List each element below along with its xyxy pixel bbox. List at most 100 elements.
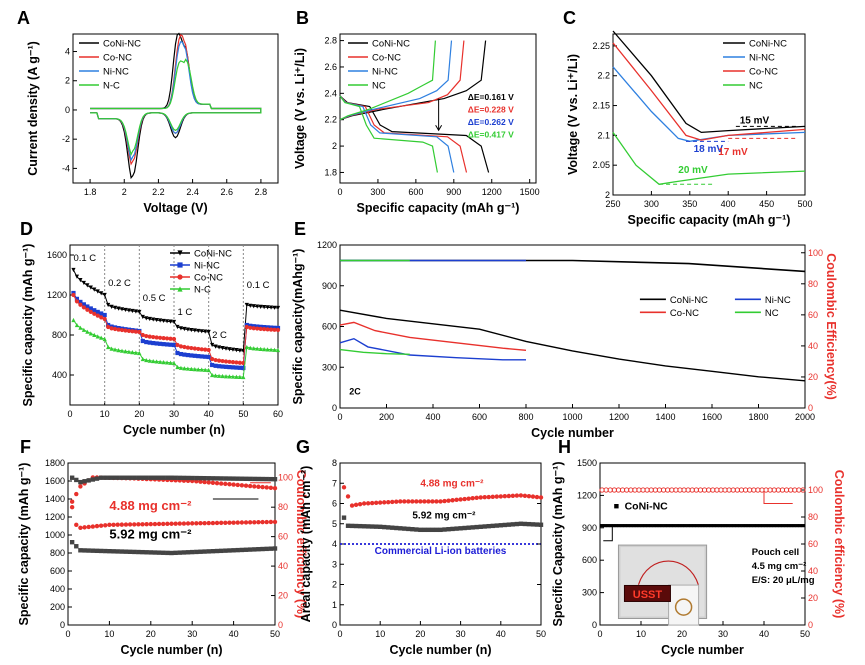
panel-label: G: [296, 437, 310, 457]
data-point: [140, 475, 145, 480]
data-point: [502, 494, 508, 499]
data-point: [390, 499, 395, 505]
data-point: [169, 521, 174, 526]
data-point: [735, 524, 739, 528]
capacity-line: [339, 321, 527, 351]
discharge-curve: [339, 95, 438, 173]
data-point: [74, 544, 79, 549]
data-point: [795, 524, 799, 528]
data-point: [235, 476, 240, 481]
data-point: [190, 521, 195, 526]
data-point: [235, 520, 240, 525]
y-tick-label: 8: [332, 458, 337, 468]
legend-entry: NC: [765, 308, 779, 319]
data-point: [69, 499, 75, 504]
data-point: [787, 524, 791, 528]
data-point: [119, 307, 125, 312]
data-point: [382, 500, 387, 505]
data-point: [244, 324, 249, 330]
data-point: [107, 522, 112, 528]
y-tick-label: 2.2: [597, 71, 610, 81]
data-point: [394, 499, 399, 504]
data-point: [422, 499, 427, 504]
x-tick-label: 2: [122, 187, 127, 197]
data-point: [227, 476, 232, 481]
data-point: [151, 334, 156, 340]
data-point: [111, 475, 116, 480]
y-tick-label: 2: [332, 141, 337, 151]
data-point: [614, 504, 619, 509]
x-tick-label: 800: [518, 412, 533, 422]
data-point: [353, 502, 359, 508]
data-point: [275, 305, 281, 311]
data-point: [373, 524, 379, 529]
data-point: [88, 306, 93, 311]
data-point: [177, 521, 182, 526]
data-point: [164, 360, 170, 365]
data-point: [196, 367, 201, 372]
data-point: [74, 299, 80, 304]
data-point: [482, 524, 487, 529]
x-tick-label: 40: [759, 629, 769, 639]
data-point: [210, 549, 216, 554]
data-point: [119, 348, 125, 353]
data-point: [71, 267, 76, 273]
data-point: [148, 550, 153, 555]
x-tick-label: 10: [100, 409, 110, 419]
axis-arrow: [763, 490, 793, 504]
data-point: [252, 476, 257, 482]
data-point: [341, 515, 347, 520]
arrow-head: [435, 124, 443, 132]
data-point: [223, 481, 228, 487]
data-point: [156, 550, 162, 555]
data-point: [478, 495, 483, 500]
data-point: [526, 494, 532, 499]
y-tick-label: 0: [592, 620, 597, 630]
panel-f: 0 10 20 30 40 5002004006008001000120014001600…: [17, 437, 308, 657]
charge-curve: [339, 40, 487, 121]
data-point: [741, 524, 745, 528]
y-axis-label: Voltage (V vs. Li⁺/Li): [566, 54, 580, 175]
data-point: [237, 365, 242, 370]
data-point: [450, 498, 455, 503]
data-point: [165, 521, 170, 527]
data-point: [470, 525, 475, 530]
cv-curve: [90, 58, 262, 157]
data-point: [538, 495, 544, 500]
x-tick-label: 300: [644, 199, 659, 209]
data-point: [119, 522, 125, 527]
data-point: [203, 329, 208, 334]
data-point: [154, 335, 159, 340]
data-point: [746, 524, 751, 528]
data-point: [133, 350, 138, 355]
delta-e-label: ΔE=0.417 V: [468, 129, 514, 139]
rate-label: 0.2 C: [108, 278, 131, 289]
data-point: [116, 306, 121, 311]
x-tick-label: 10: [636, 629, 646, 639]
data-point: [133, 309, 138, 314]
y-tick-label: 1000: [45, 530, 65, 540]
data-point: [126, 349, 132, 354]
data-point: [147, 358, 152, 363]
data-point: [430, 499, 435, 504]
data-point: [260, 476, 265, 482]
data-point: [175, 350, 180, 356]
y2-tick-label: 60: [278, 532, 288, 542]
data-point: [210, 476, 216, 481]
data-point: [78, 525, 83, 530]
data-point: [663, 524, 667, 528]
x-axis-label: Voltage (V): [143, 201, 207, 215]
y-tick-label: 2.1: [597, 130, 610, 140]
data-point: [262, 305, 267, 310]
legend-entry: Ni-NC: [765, 295, 791, 306]
data-point: [214, 520, 220, 526]
data-point: [189, 353, 194, 358]
data-point: [669, 524, 673, 528]
data-point: [675, 524, 679, 528]
data-point: [140, 549, 145, 555]
data-point: [234, 348, 239, 353]
data-point: [478, 524, 483, 529]
data-point: [171, 342, 177, 348]
data-point: [220, 358, 225, 364]
x-tick-label: 600: [408, 187, 423, 197]
